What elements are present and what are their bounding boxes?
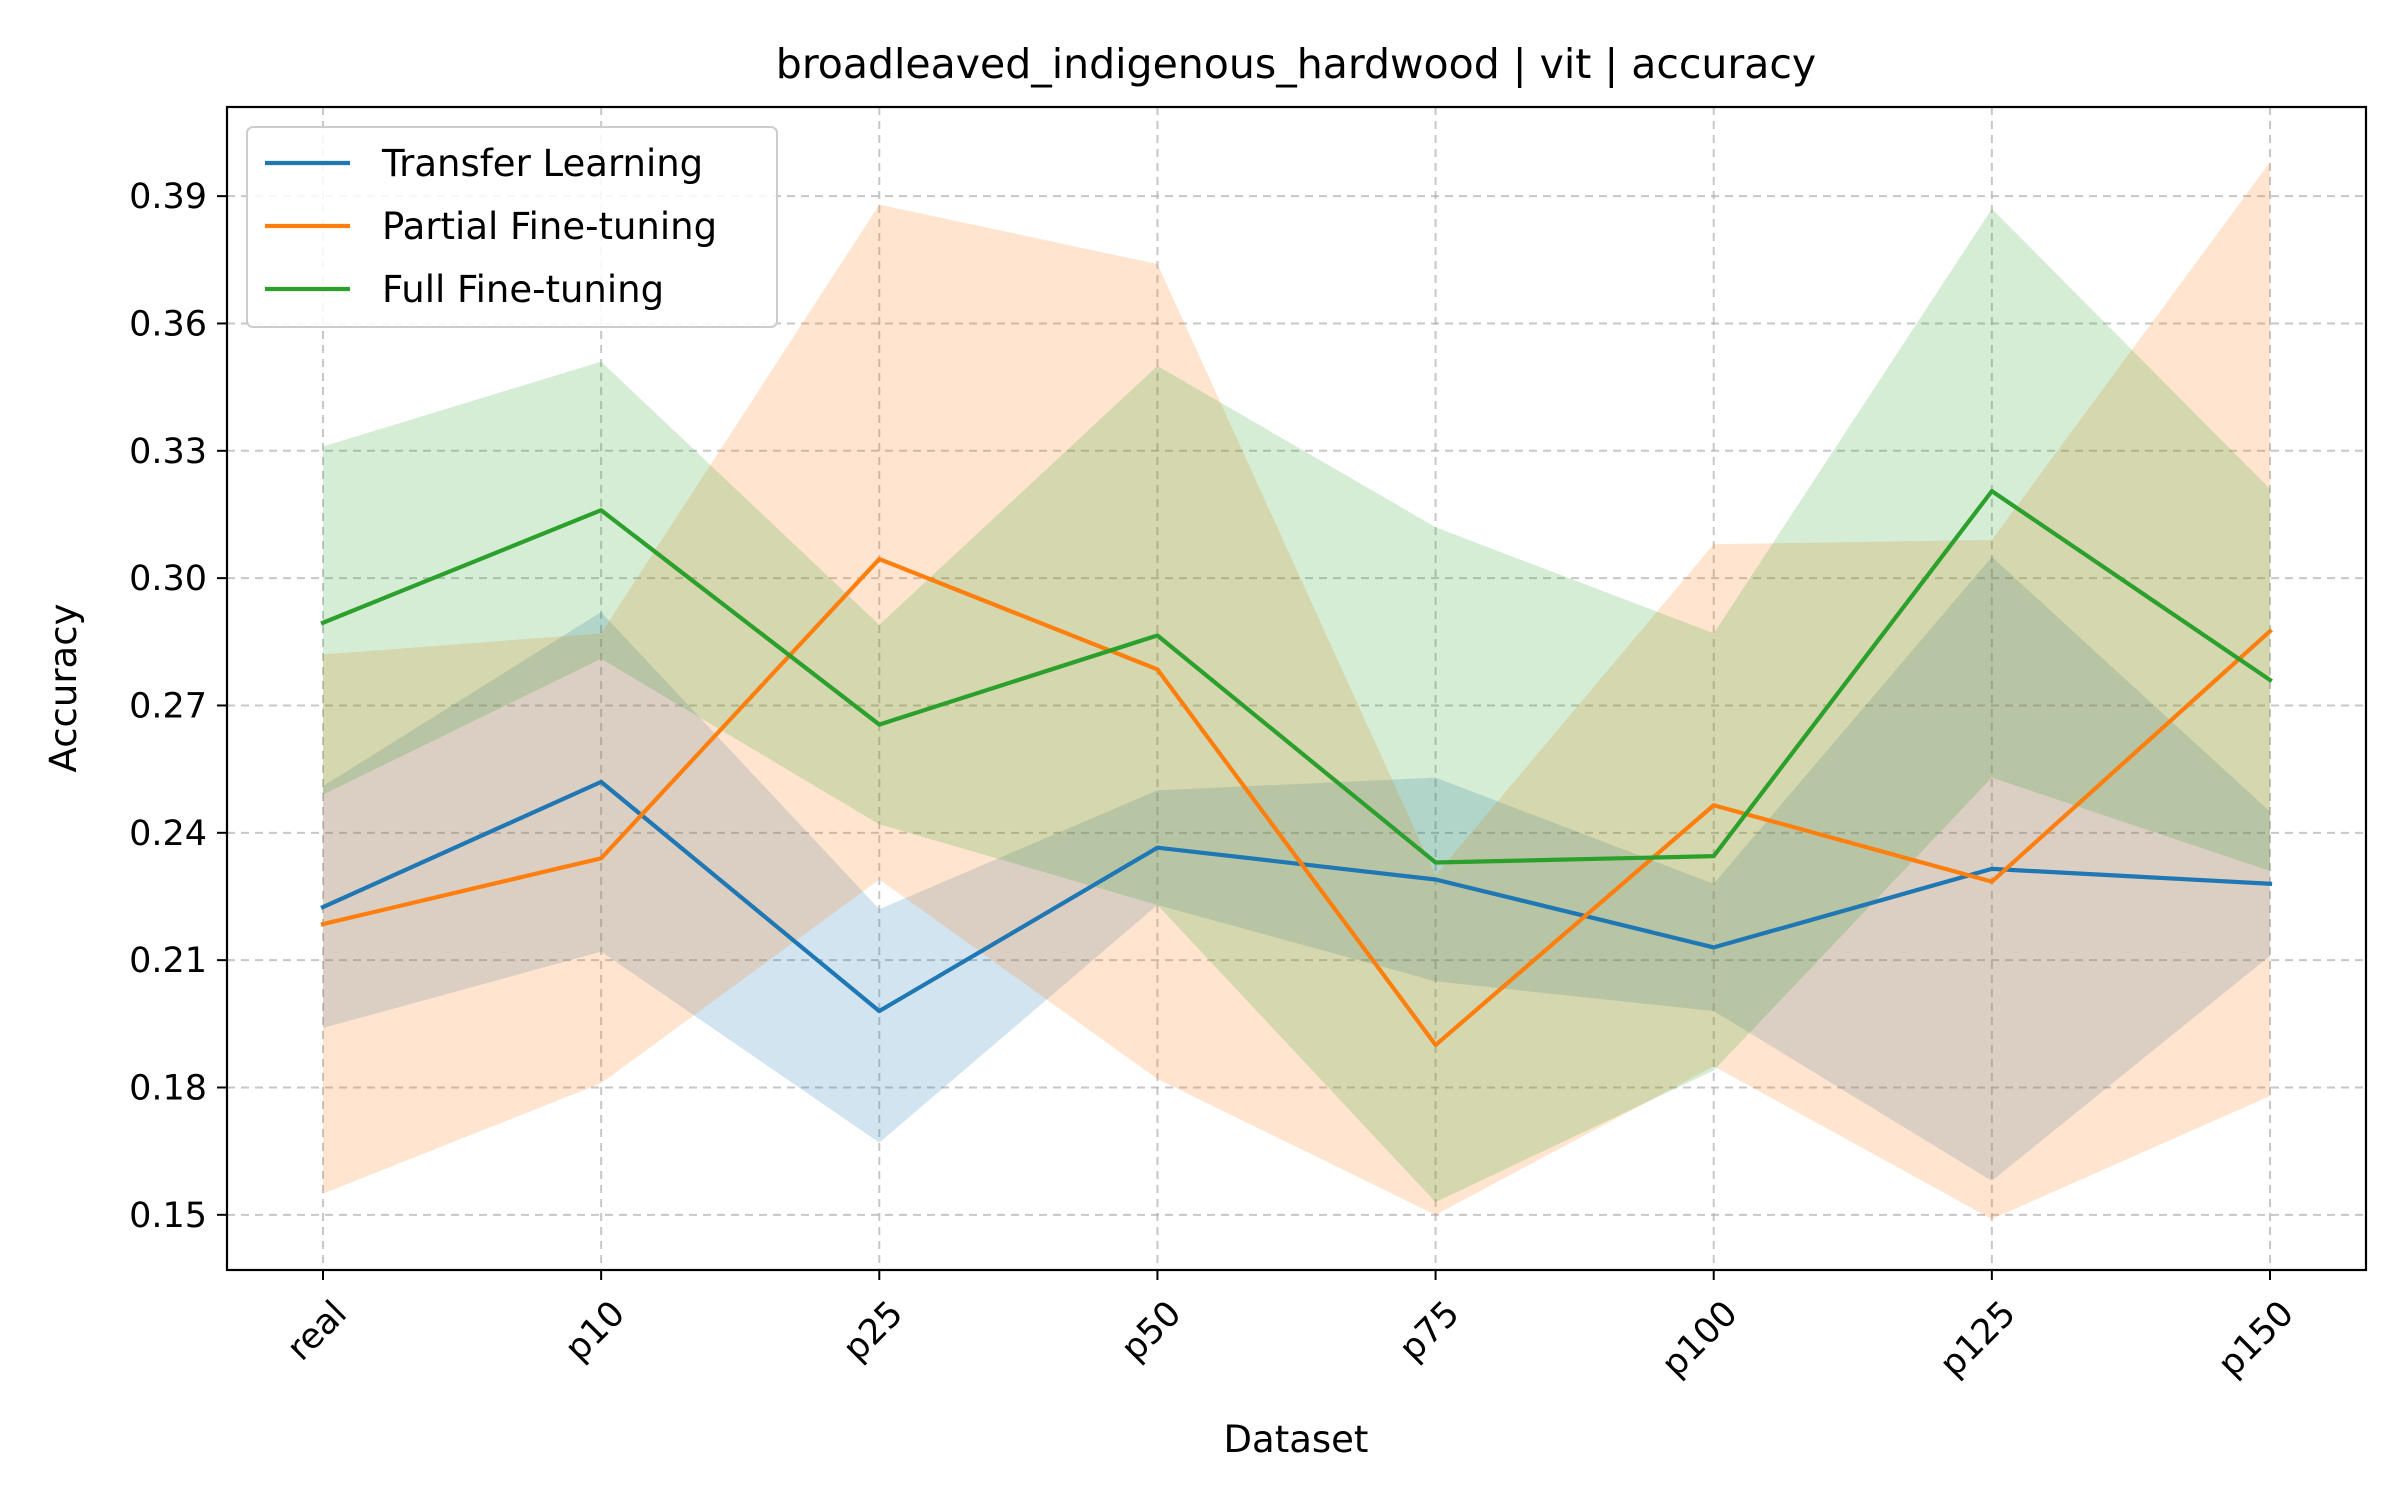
band-transfer-learning (323, 556, 2270, 1181)
y-tick-label: 0.30 (129, 559, 207, 599)
band-partial-fine-tuning (323, 162, 2270, 1220)
x-axis: real p10 p25 p50 p75 p100 p125 p150 (280, 1270, 2302, 1385)
y-tick-label: 0.27 (129, 686, 207, 726)
series-line-transfer-learning (320, 779, 2273, 1014)
plot-area: 0.15 0.18 0.21 0.24 0.27 0.30 0.33 0.36 0.39 real… (129, 105, 2368, 1385)
x-tick-label: p50 (1114, 1294, 1189, 1369)
y-axis: 0.15 0.18 0.21 0.24 0.27 0.30 0.33 0.36 0.39 (129, 177, 227, 1236)
y-axis-label: Accuracy (42, 604, 85, 773)
legend-label: Partial Fine-tuning (382, 205, 717, 248)
legend: Transfer Learning Partial Fine-tuning Full… (246, 126, 778, 328)
band-full-fine-tuning (323, 208, 2270, 1203)
confidence-bands (323, 162, 2270, 1220)
legend-label: Transfer Learning (381, 142, 703, 185)
x-tick-label: p125 (1933, 1294, 2024, 1385)
x-axis-label: Dataset (1224, 1418, 1369, 1461)
y-tick-label: 0.36 (129, 304, 207, 344)
x-tick-label: real (280, 1294, 355, 1369)
y-tick-label: 0.24 (129, 814, 207, 854)
y-tick-label: 0.18 (129, 1068, 207, 1108)
x-tick-label: p75 (1392, 1294, 1467, 1369)
y-tick-label: 0.15 (129, 1196, 207, 1236)
series-line-full-fine-tuning (320, 489, 2273, 865)
x-tick-label: p10 (558, 1294, 633, 1369)
x-tick-label: p100 (1654, 1294, 1745, 1385)
x-tick-label: p150 (2211, 1294, 2302, 1385)
chart-title: broadleaved_indigenous_hardwood | vit | … (776, 40, 1816, 88)
y-tick-label: 0.39 (129, 177, 207, 217)
legend-box (246, 126, 778, 328)
series-lines (320, 489, 2273, 1048)
y-tick-label: 0.21 (129, 941, 207, 981)
legend-label: Full Fine-tuning (382, 268, 664, 311)
series-line-partial-fine-tuning (320, 556, 2273, 1048)
plot-frame (225, 105, 2368, 1272)
y-tick-label: 0.33 (129, 432, 207, 472)
x-tick-label: p25 (836, 1294, 911, 1369)
